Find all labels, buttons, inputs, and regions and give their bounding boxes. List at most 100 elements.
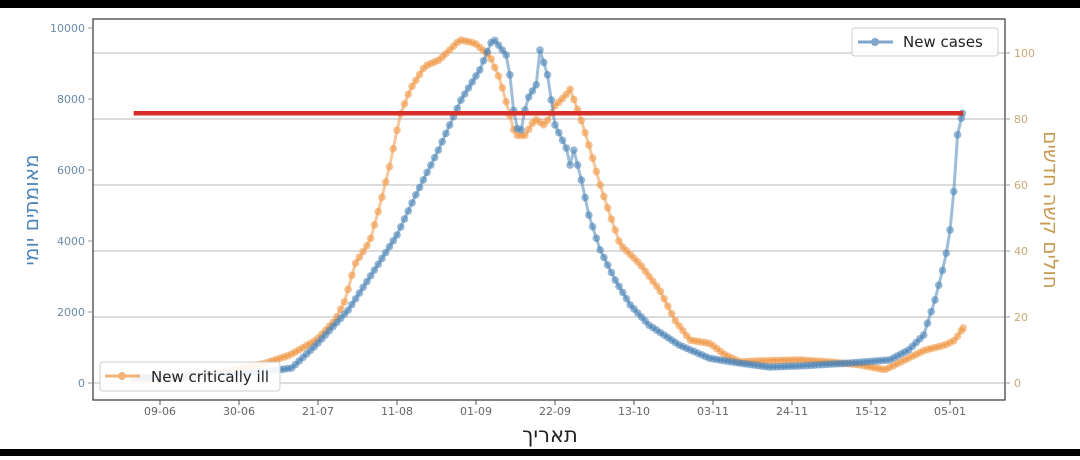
new-critically-ill-point bbox=[494, 72, 503, 80]
plot-frame bbox=[92, 18, 1006, 401]
x-tick-label: 05-01 bbox=[934, 405, 966, 418]
new-critically-ill-point bbox=[412, 76, 420, 85]
new-cases-point bbox=[570, 146, 578, 154]
new-cases-point bbox=[378, 254, 386, 263]
new-cases-point bbox=[366, 272, 375, 280]
new-cases-point bbox=[528, 87, 537, 95]
x-tick-label: 01-09 bbox=[460, 405, 492, 418]
new-cases-point bbox=[396, 223, 405, 231]
x-tick-label: 30-06 bbox=[223, 405, 255, 418]
x-tick-label: 24-11 bbox=[776, 405, 808, 418]
new-critically-ill-point bbox=[355, 253, 364, 262]
new-cases-point bbox=[551, 121, 559, 129]
new-critically-ill-point bbox=[607, 215, 616, 223]
new-critically-ill-point bbox=[491, 63, 499, 72]
new-cases-point bbox=[558, 136, 567, 145]
new-critically-ill-point bbox=[652, 282, 661, 290]
new-cases-point bbox=[607, 268, 616, 277]
new-cases-point bbox=[573, 161, 582, 169]
legend-new-critically-ill: New critically ill bbox=[99, 361, 281, 392]
new-cases-point bbox=[351, 294, 360, 303]
new-cases-point bbox=[934, 281, 943, 290]
new-critically-ill-point bbox=[660, 294, 668, 303]
new-cases-point bbox=[479, 56, 488, 65]
new-cases-point bbox=[389, 237, 398, 245]
new-cases-point bbox=[502, 51, 510, 59]
new-cases-point bbox=[370, 266, 379, 274]
new-cases-point bbox=[464, 84, 473, 92]
new-critically-ill-point bbox=[344, 285, 352, 294]
legend-label-new-critically-ill: New critically ill bbox=[151, 368, 269, 386]
new-cases-point bbox=[363, 277, 371, 286]
x-tick-label: 21-07 bbox=[302, 405, 334, 418]
new-cases-line bbox=[133, 38, 964, 380]
new-critically-ill-point bbox=[524, 125, 533, 134]
top-black-bar bbox=[0, 0, 1080, 8]
bottom-black-bar bbox=[0, 449, 1080, 456]
x-tick-label: 11-08 bbox=[381, 405, 413, 418]
new-cases-point bbox=[348, 300, 356, 309]
new-cases-point bbox=[381, 248, 390, 257]
new-cases-point bbox=[408, 199, 416, 207]
new-cases-point bbox=[393, 231, 401, 239]
new-critically-ill-point bbox=[351, 259, 360, 267]
new-critically-ill-point bbox=[600, 192, 608, 201]
new-cases-point bbox=[532, 81, 540, 89]
new-critically-ill-point bbox=[415, 70, 424, 79]
new-cases-point bbox=[600, 253, 608, 262]
new-critically-ill-point bbox=[566, 85, 574, 94]
new-cases-point bbox=[524, 93, 533, 101]
left-tick-label: 6000 bbox=[57, 164, 85, 177]
new-cases-point bbox=[577, 176, 586, 184]
new-cases-point bbox=[427, 161, 435, 169]
new-cases-point bbox=[344, 306, 352, 315]
y-axis-label-right: חולים קשה חדשים bbox=[1039, 131, 1063, 289]
new-critically-ill-point bbox=[596, 181, 604, 189]
new-cases-point bbox=[611, 276, 620, 284]
new-critically-ill-point bbox=[393, 126, 401, 135]
new-cases-point bbox=[554, 128, 563, 137]
ticks: 0 20 40 60 80 100 0 2000 4000 6000 8000 10000 09-06 3… bbox=[50, 22, 1035, 418]
new-cases-point bbox=[445, 121, 454, 129]
new-cases-point bbox=[385, 242, 394, 251]
new-cases-point bbox=[581, 193, 589, 202]
new-critically-ill-point bbox=[366, 234, 375, 243]
new-cases-point bbox=[588, 222, 597, 231]
new-cases-point bbox=[468, 78, 477, 86]
new-critically-ill-point bbox=[385, 162, 394, 171]
new-critically-ill-point bbox=[363, 241, 371, 250]
left-tick-label: 8000 bbox=[57, 93, 85, 106]
new-critically-ill-point bbox=[378, 193, 386, 201]
new-critically-ill-point bbox=[389, 144, 398, 153]
new-cases-point bbox=[453, 104, 461, 113]
x-axis-label: תאריך bbox=[522, 423, 578, 447]
new-critically-ill-point bbox=[592, 167, 601, 176]
new-cases-point bbox=[938, 266, 947, 275]
new-cases-point bbox=[618, 288, 627, 297]
right-tick-label: 20 bbox=[1014, 311, 1028, 324]
right-tick-label: 100 bbox=[1014, 47, 1035, 60]
new-critically-ill-point bbox=[656, 287, 665, 296]
new-critically-ill-point bbox=[400, 100, 409, 108]
new-critically-ill-point bbox=[577, 116, 586, 125]
new-cases-point bbox=[412, 191, 420, 199]
new-cases-point bbox=[506, 71, 514, 79]
new-critically-ill-point bbox=[348, 271, 356, 280]
x-tick-label: 22-09 bbox=[539, 405, 571, 418]
new-cases-point bbox=[457, 96, 465, 104]
new-cases-point bbox=[536, 46, 544, 54]
right-tick-label: 40 bbox=[1014, 245, 1028, 258]
new-critically-ill-point bbox=[487, 55, 495, 63]
new-cases-point bbox=[919, 331, 928, 339]
new-critically-ill-point bbox=[521, 131, 529, 140]
new-critically-ill-point bbox=[381, 178, 390, 186]
new-critically-ill-point bbox=[340, 298, 349, 306]
new-critically-ill-point bbox=[502, 97, 510, 106]
new-critically-ill-point bbox=[543, 116, 552, 125]
new-critically-ill-point bbox=[408, 82, 416, 91]
left-tick-label: 4000 bbox=[57, 235, 85, 248]
x-tick-label: 03-11 bbox=[697, 405, 729, 418]
new-cases-point bbox=[483, 47, 492, 56]
new-cases-point bbox=[438, 137, 446, 146]
